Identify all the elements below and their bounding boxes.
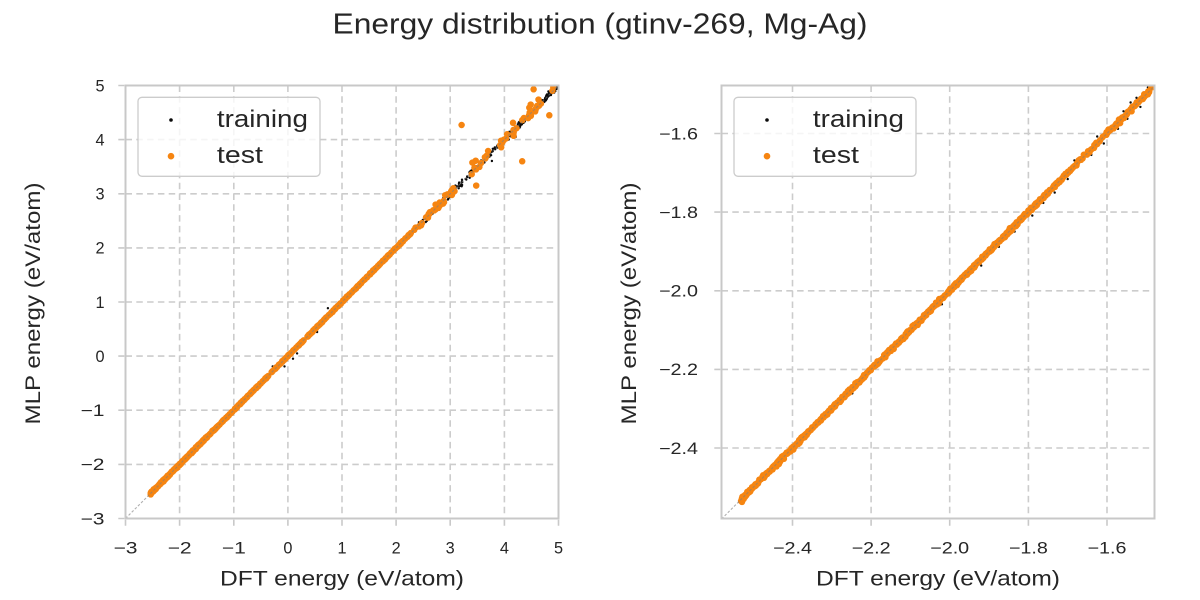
svg-text:−2.4: −2.4 [659, 440, 698, 458]
svg-text:−2.2: −2.2 [852, 540, 891, 558]
svg-text:5: 5 [95, 77, 104, 95]
svg-text:−2.0: −2.0 [659, 283, 698, 301]
svg-text:MLP energy (eV/atom): MLP energy (eV/atom) [617, 183, 641, 425]
svg-text:−1: −1 [222, 540, 246, 558]
svg-text:MLP energy (eV/atom): MLP energy (eV/atom) [21, 183, 45, 425]
svg-text:−1.6: −1.6 [1088, 540, 1127, 558]
svg-text:Energy distribution (gtinv-269: Energy distribution (gtinv-269, Mg-Ag) [333, 9, 868, 41]
svg-text:−1: −1 [81, 402, 105, 420]
svg-text:4: 4 [500, 540, 509, 558]
svg-text:1: 1 [337, 540, 346, 558]
svg-text:−2.2: −2.2 [659, 361, 698, 379]
svg-text:DFT energy (eV/atom): DFT energy (eV/atom) [816, 567, 1060, 591]
svg-text:training: training [217, 106, 308, 133]
svg-text:2: 2 [392, 540, 401, 558]
svg-text:4: 4 [95, 131, 104, 149]
svg-text:−1.6: −1.6 [659, 125, 698, 143]
svg-text:−3: −3 [81, 510, 105, 528]
svg-text:2: 2 [95, 240, 104, 258]
svg-text:0: 0 [95, 348, 104, 366]
svg-text:−2.0: −2.0 [930, 540, 969, 558]
svg-text:test: test [813, 142, 859, 169]
svg-text:−2: −2 [81, 456, 105, 474]
svg-text:3: 3 [446, 540, 455, 558]
svg-text:1: 1 [95, 294, 104, 312]
svg-text:−1.8: −1.8 [659, 204, 698, 222]
svg-text:−3: −3 [114, 540, 138, 558]
svg-text:training: training [813, 106, 904, 133]
svg-text:−2: −2 [168, 540, 192, 558]
svg-text:0: 0 [283, 540, 292, 558]
svg-text:3: 3 [95, 186, 104, 204]
svg-text:5: 5 [554, 540, 563, 558]
svg-text:test: test [217, 142, 263, 169]
svg-text:−1.8: −1.8 [1009, 540, 1048, 558]
svg-text:DFT energy (eV/atom): DFT energy (eV/atom) [220, 567, 464, 591]
svg-text:−2.4: −2.4 [773, 540, 812, 558]
